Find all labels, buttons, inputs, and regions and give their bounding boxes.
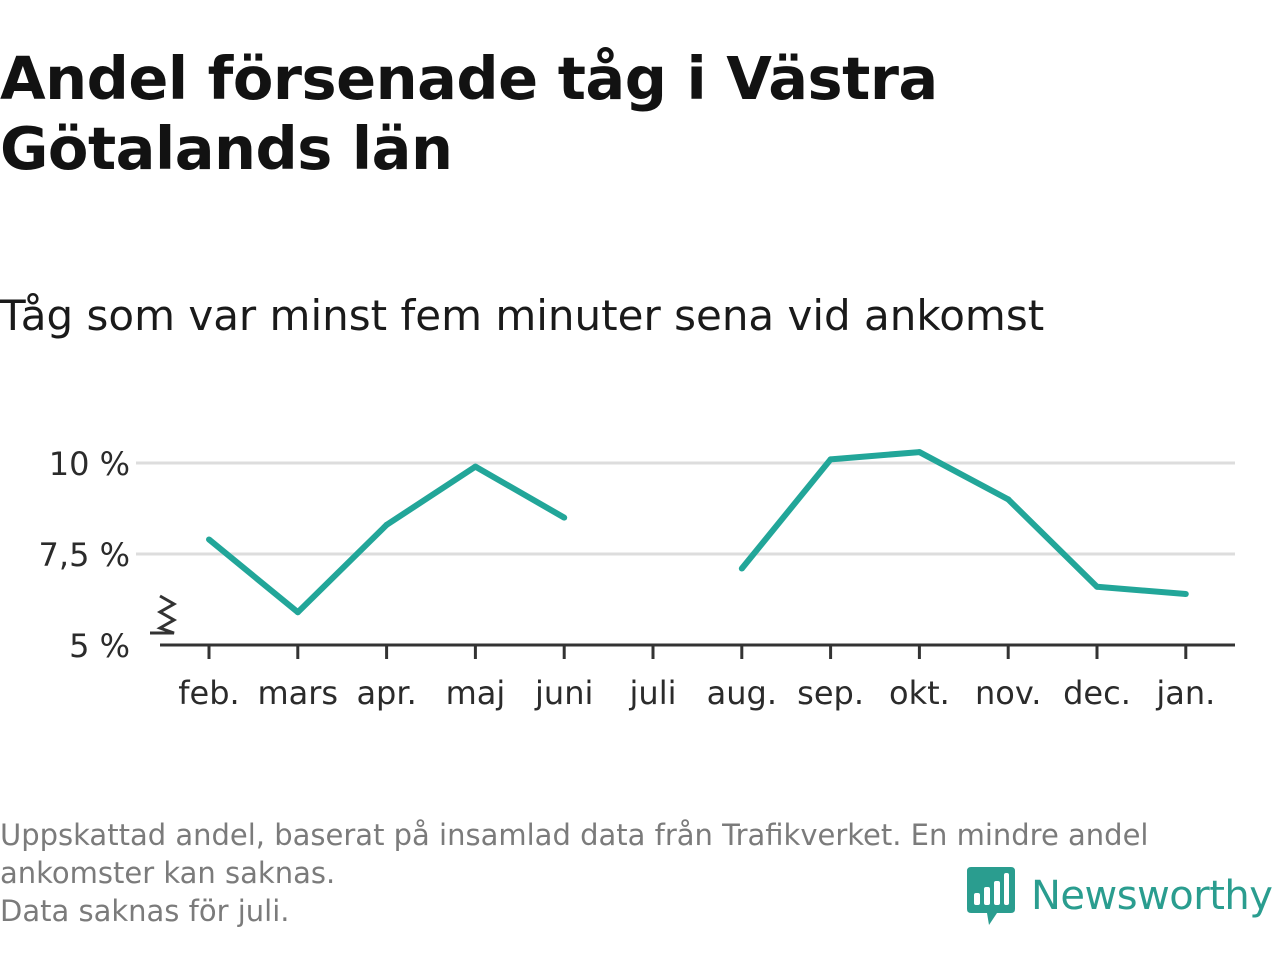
x-tick-label: okt. (889, 674, 950, 712)
x-tick-label: nov. (975, 674, 1041, 712)
data-point (472, 463, 479, 470)
x-axis: feb. mars apr. maj juni juli aug. sep. okt. nov. d… (160, 643, 1235, 712)
x-tick-label: sep. (797, 674, 864, 712)
y-tick-label: 7,5 % (39, 536, 130, 574)
footnote-source: Uppskattad andel, baserat på insamlad da… (0, 818, 1149, 890)
data-point (1094, 583, 1100, 590)
x-tick-label: jan. (1155, 674, 1215, 712)
data-point (916, 449, 923, 456)
series-line (739, 449, 1187, 598)
gridlines (136, 461, 1235, 556)
x-tick-label: aug. (707, 674, 777, 712)
data-point (383, 521, 390, 528)
brand-name: Newsworthy (1031, 873, 1273, 919)
axis-break-icon (150, 594, 178, 635)
x-tick-label: juli (629, 674, 677, 712)
chart-subtitle: Tåg som var minst fem minuter sena vid a… (0, 291, 1045, 340)
data-point (738, 565, 745, 572)
x-tick-label: feb. (178, 674, 239, 712)
line-chart: 5 % 7,5 % 10 % feb. mars apr. maj juni juli aug.… (39, 445, 1235, 712)
y-axis-labels: 5 % 7,5 % 10 % (39, 445, 130, 665)
series-lines (206, 449, 1189, 616)
x-tick-label: juni (534, 674, 593, 712)
x-tick-label: mars (257, 674, 338, 712)
data-point (206, 536, 212, 543)
footnote-missing-data: Data saknas för juli. (0, 894, 290, 928)
x-tick-label: maj (446, 674, 506, 712)
data-point (561, 514, 568, 521)
x-tick-label: apr. (356, 674, 416, 712)
brand: Newsworthy (965, 864, 1273, 928)
chart-title: Andel försenade tåg i Västra Götalands l… (0, 44, 938, 183)
axis-break-mark (150, 594, 178, 635)
y-tick-label: 5 % (69, 627, 130, 665)
y-tick-label: 10 % (49, 445, 130, 483)
series-line (207, 463, 566, 616)
data-point (1005, 496, 1012, 503)
data-point (294, 609, 301, 616)
newsworthy-logo-icon (967, 867, 1015, 925)
data-point (827, 456, 834, 463)
footnote: Uppskattad andel, baserat på insamlad da… (0, 816, 1270, 930)
x-tick-label: dec. (1063, 674, 1131, 712)
data-point (1182, 591, 1189, 598)
